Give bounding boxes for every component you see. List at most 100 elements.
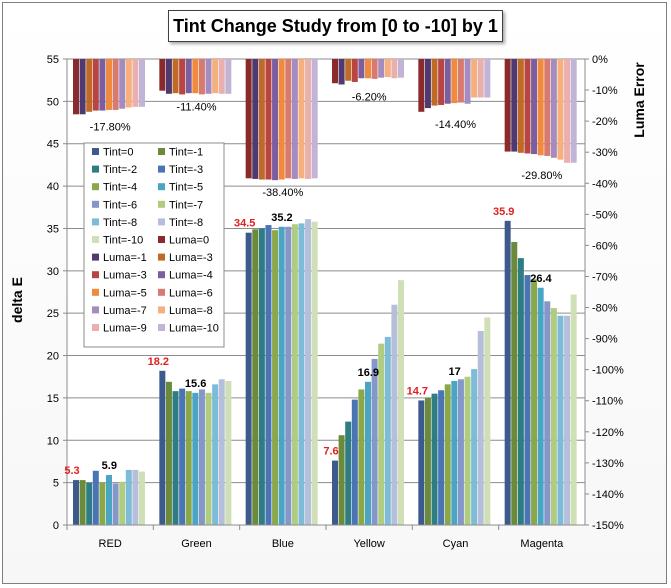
- tint-bar: [245, 232, 252, 525]
- tint-bar: [564, 315, 571, 525]
- tint-bar: [265, 225, 272, 525]
- legend-swatch: [92, 218, 99, 226]
- tint-bar: [258, 228, 265, 526]
- tint-bar: [106, 475, 112, 525]
- legend-label: Luma=-5: [103, 287, 147, 299]
- y-tick-label: 30: [47, 266, 59, 278]
- tint-bar: [291, 224, 298, 525]
- luma-bar: [218, 59, 225, 94]
- tint-bar: [398, 280, 404, 525]
- luma-bar: [431, 59, 438, 106]
- luma-bar: [159, 59, 166, 91]
- legend-label: Tint=-6: [103, 199, 137, 211]
- luma-bar: [272, 59, 279, 181]
- legend-label: Luma=-8: [169, 305, 213, 317]
- tint0-value-label: 34.5: [234, 218, 255, 230]
- tint-bar: [172, 391, 179, 525]
- luma-bar: [358, 59, 365, 79]
- luma-bar: [338, 59, 345, 85]
- tint-bar: [125, 469, 132, 525]
- legend-swatch: [92, 324, 99, 331]
- legend-swatch: [158, 148, 165, 155]
- luma-bar: [484, 59, 491, 98]
- luma-bar: [305, 59, 312, 179]
- luma-bar: [544, 59, 551, 156]
- luma-bar: [471, 59, 478, 98]
- tint0-value-label: 35.9: [493, 206, 514, 218]
- tint-bar: [351, 399, 358, 525]
- tint-bar: [544, 301, 551, 525]
- luma-bar: [351, 59, 358, 82]
- luma-bar: [285, 59, 292, 179]
- luma-bar: [391, 59, 398, 79]
- x-tick-label: Green: [181, 538, 212, 550]
- legend-label: Luma=-9: [103, 323, 147, 335]
- luma-bar: [79, 59, 86, 115]
- luma-bar: [278, 59, 285, 180]
- legend-swatch: [158, 324, 165, 331]
- tint-bar: [218, 379, 225, 525]
- legend-swatch: [92, 271, 99, 279]
- y2-tick-label: -10%: [592, 85, 618, 97]
- x-tick-label: RED: [99, 538, 122, 550]
- tint-bar: [471, 369, 478, 525]
- luma-error-label: -11.40%: [176, 101, 216, 113]
- luma-error-label: -14.40%: [435, 119, 476, 131]
- luma-bar: [398, 59, 404, 78]
- legend-swatch: [158, 306, 165, 314]
- luma-bar: [371, 59, 378, 79]
- luma-bar: [418, 59, 425, 112]
- legend-label: Tint=-10: [103, 235, 143, 247]
- legend-swatch: [92, 148, 99, 155]
- tint-bar: [185, 391, 192, 525]
- tint-bar: [272, 230, 279, 525]
- y2-tick-label: -110%: [592, 396, 623, 408]
- data-labels: -17.80% 5.3 -11.40% 18.2 -38.40% 34.5 -6.20% 7.…: [64, 91, 562, 477]
- tint-bar: [99, 482, 106, 525]
- legend-swatch: [92, 165, 99, 173]
- legend-label: Luma=-6: [169, 287, 213, 299]
- tint-bar: [371, 358, 378, 525]
- tint0-value-label: 14.7: [407, 385, 428, 397]
- y2-tick-label: -70%: [592, 271, 618, 283]
- legend-label: Tint=0: [103, 147, 133, 159]
- luma-bar: [132, 59, 139, 107]
- y-tick-label: 20: [47, 351, 59, 363]
- tint-bar: [418, 400, 425, 525]
- axes: 0 5 10 15 20 25 30 35 40 45 50 55 0% -10% -20% -30% -40%…: [47, 54, 624, 550]
- tint-bar: [205, 392, 212, 525]
- tint-bar: [365, 381, 371, 525]
- luma-bar: [172, 59, 179, 94]
- tint-bar: [531, 279, 538, 525]
- luma-bar: [464, 59, 471, 104]
- legend-swatch: [158, 253, 165, 261]
- legend-label: Luma=0: [169, 235, 209, 247]
- legend-swatch: [92, 200, 99, 208]
- luma-bar: [298, 59, 305, 179]
- tint-bar: [278, 226, 285, 525]
- luma-bar: [185, 59, 192, 94]
- tint-bar: [212, 384, 219, 525]
- luma-bar: [86, 59, 93, 112]
- luma-bar: [119, 59, 126, 109]
- y2-tick-label: -20%: [592, 116, 618, 128]
- y2-tick-label: -140%: [592, 489, 624, 501]
- tint-bar: [477, 330, 484, 525]
- y-tick-label: 25: [47, 308, 59, 320]
- tint-bar: [451, 380, 458, 525]
- legend-swatch: [92, 183, 99, 191]
- y2-tick-label: -80%: [592, 303, 618, 315]
- luma-bar: [139, 59, 145, 107]
- y2-tick-label: -150%: [592, 520, 624, 532]
- tint5-value-label: 16.9: [358, 367, 379, 379]
- legend-swatch: [158, 183, 165, 191]
- tint0-value-label: 5.3: [64, 465, 79, 477]
- legend-label: Luma=-3: [103, 270, 147, 282]
- legend-label: Luma=-3: [169, 252, 213, 264]
- legend-label: Tint=-8: [169, 217, 203, 229]
- luma-bar: [444, 59, 451, 104]
- luma-bar: [504, 59, 511, 152]
- tint-bar: [511, 242, 518, 525]
- tint-bar: [424, 397, 431, 525]
